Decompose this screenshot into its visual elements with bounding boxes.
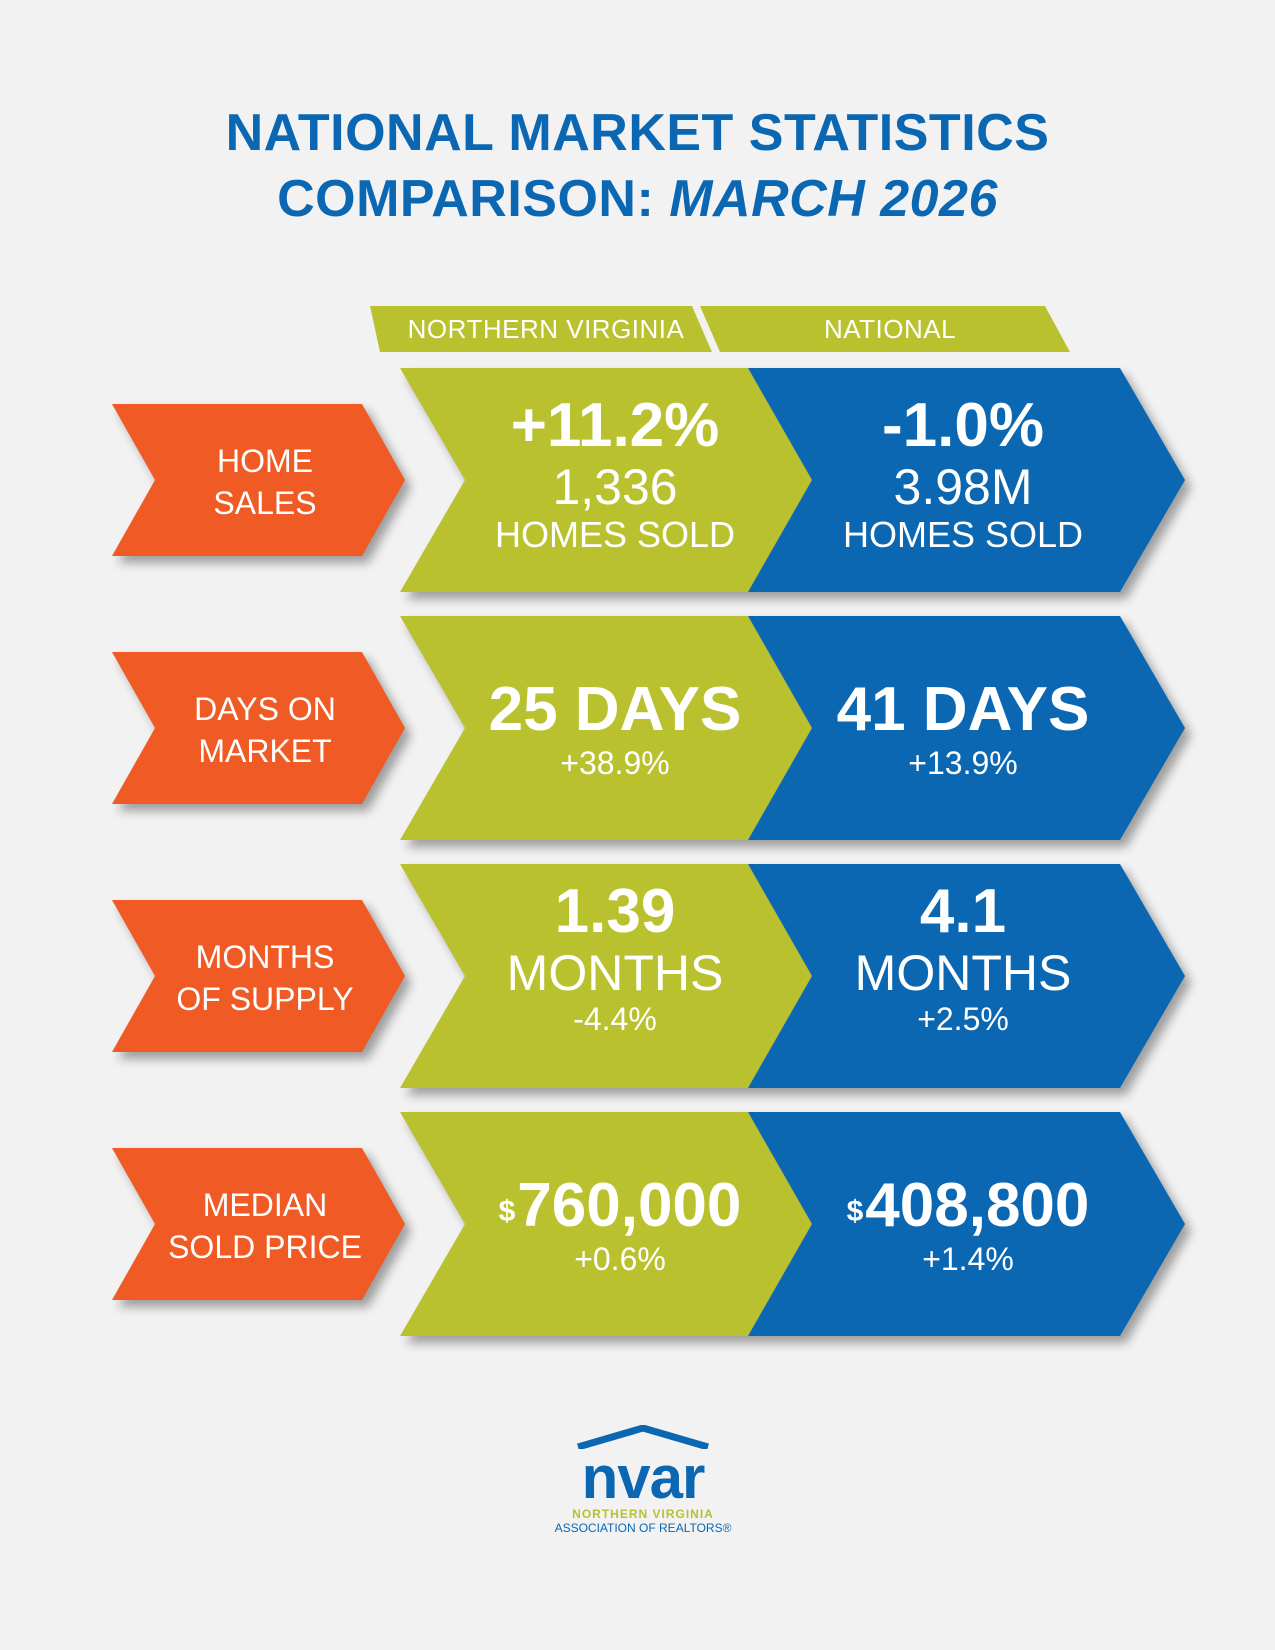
label-arrow-median-sold-price: [112, 1148, 405, 1300]
title-line-2: COMPARISON: MARCH 2026: [0, 166, 1275, 232]
national-supply-unit: MONTHS: [854, 945, 1072, 1001]
nova-arrow-months-of-supply: [400, 864, 812, 1088]
nova-days-change: +38.9%: [560, 745, 670, 781]
row-label-months-of-supply: MONTHS OF SUPPLY: [176, 939, 354, 1017]
header-tab-national: [700, 306, 1070, 352]
nova-supply-unit: MONTHS: [506, 945, 724, 1001]
national-price-value: $408,800: [846, 1171, 1090, 1240]
row-label-days-on-market: DAYS ON MARKET: [194, 691, 336, 769]
nova-arrow-days-on-market: [400, 616, 812, 840]
nova-median-sold-price: $760,000 +0.6%: [455, 1172, 785, 1278]
national-days-change: +13.9%: [908, 745, 1018, 781]
national-price-currency: $: [846, 1195, 864, 1228]
nova-home-sales: +11.2% 1,336 HOMES SOLD: [455, 392, 775, 556]
house-roof-icon: [577, 1425, 709, 1449]
nova-price-change: +0.6%: [574, 1241, 666, 1277]
nova-home-sales-change: +11.2%: [510, 391, 720, 460]
header-tab-nova: [370, 306, 712, 352]
nova-supply-value: 1.39: [554, 877, 676, 946]
nova-arrow-home-sales: [400, 368, 812, 592]
national-median-sold-price: $408,800 +1.4%: [808, 1172, 1128, 1278]
label-arrow-home-sales: [112, 404, 405, 556]
nvar-logo: nvar NORTHERN VIRGINIA ASSOCIATION OF RE…: [548, 1425, 738, 1535]
national-days-on-market: 41 DAYS +13.9%: [808, 676, 1118, 782]
national-home-sales-count: 3.98M: [893, 459, 1033, 515]
column-header-shapes: [370, 306, 1070, 352]
label-arrow-months-of-supply: [112, 900, 405, 1052]
column-header-national: NATIONAL: [823, 314, 957, 344]
logo-wordmark: nvar: [581, 1444, 706, 1511]
national-price-change: +1.4%: [922, 1241, 1014, 1277]
national-arrow-days-on-market: [748, 616, 1185, 840]
page-title: NATIONAL MARKET STATISTICS COMPARISON: M…: [0, 100, 1275, 232]
logo-tagline-2: ASSOCIATION OF REALTORS®: [554, 1521, 732, 1535]
national-home-sales: -1.0% 3.98M HOMES SOLD: [808, 392, 1118, 556]
row-label-home-sales: HOME SALES: [213, 443, 317, 521]
title-line-1: NATIONAL MARKET STATISTICS: [225, 104, 1050, 162]
nova-price-value: $760,000: [498, 1171, 742, 1240]
national-months-of-supply: 4.1 MONTHS +2.5%: [808, 878, 1118, 1038]
logo-tagline-1: NORTHERN VIRGINIA: [572, 1507, 714, 1521]
national-home-sales-change: -1.0%: [882, 391, 1044, 460]
nova-days-on-market: 25 DAYS +38.9%: [455, 676, 775, 782]
national-arrow-months-of-supply: [748, 864, 1185, 1088]
nova-months-of-supply: 1.39 MONTHS -4.4%: [455, 878, 775, 1038]
label-arrow-days-on-market: [112, 652, 405, 804]
column-header-nova: NORTHERN VIRGINIA: [407, 314, 685, 344]
nova-home-sales-unit: HOMES SOLD: [494, 514, 736, 555]
title-date: MARCH 2026: [669, 170, 998, 228]
national-supply-change: +2.5%: [917, 1001, 1009, 1037]
title-prefix: COMPARISON:: [277, 170, 670, 228]
national-arrow-median-sold-price: [748, 1112, 1185, 1336]
nova-price-currency: $: [498, 1195, 516, 1228]
nova-arrow-median-sold-price: [400, 1112, 812, 1336]
national-arrow-home-sales: [748, 368, 1185, 592]
national-home-sales-unit: HOMES SOLD: [842, 514, 1084, 555]
national-supply-value: 4.1: [919, 877, 1007, 946]
nova-supply-change: -4.4%: [573, 1001, 657, 1037]
nova-home-sales-count: 1,336: [552, 459, 678, 515]
national-days-value: 41 DAYS: [836, 675, 1090, 744]
row-label-median-sold-price: MEDIAN SOLD PRICE: [168, 1187, 362, 1265]
nova-days-value: 25 DAYS: [488, 675, 742, 744]
